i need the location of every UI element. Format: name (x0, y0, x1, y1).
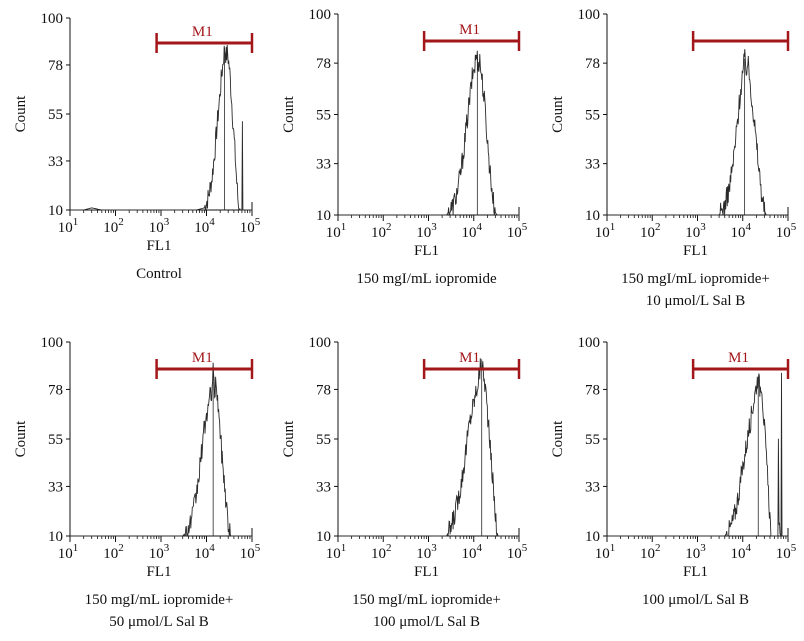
x-axis-label: FL1 (414, 564, 439, 580)
histogram-trace (338, 358, 519, 537)
y-tick-label: 10 (48, 529, 63, 545)
y-tick-label: 10 (316, 529, 331, 545)
x-tick-label: 103 (416, 221, 437, 241)
y-tick-label: 78 (48, 58, 63, 74)
y-tick-label: 100 (41, 335, 64, 351)
x-tick-label: 101 (58, 542, 79, 562)
x-tick-label: 102 (103, 542, 124, 562)
y-tick-label: 10 (316, 208, 331, 224)
x-tick-label: 101 (326, 542, 347, 562)
x-axis-label: FL1 (683, 564, 708, 580)
y-tick-label: 78 (48, 382, 63, 398)
x-tick-label: 104 (462, 542, 483, 562)
y-tick-label: 33 (48, 154, 63, 170)
x-tick-label: 101 (595, 542, 616, 562)
x-axis-label: FL1 (146, 238, 171, 254)
y-tick-label: 10 (48, 203, 63, 219)
x-tick-label: 105 (240, 542, 261, 562)
x-tick-label: 103 (685, 221, 706, 241)
histogram-panel: 10 33 55 78 100 101 102 103 104 105 FL1 Count 150 mg… (550, 7, 797, 309)
y-axis-label: Count (13, 95, 29, 133)
y-tick-label: 78 (316, 56, 331, 72)
x-axis-label: FL1 (414, 243, 439, 259)
y-tick-label: 10 (585, 529, 600, 545)
histogram-trace (70, 44, 252, 212)
x-tick-label: 102 (103, 216, 124, 236)
y-tick-label: 55 (585, 108, 600, 124)
x-tick-label: 104 (731, 221, 752, 241)
histogram-panel: 10 33 55 78 100 101 102 103 104 105 FL1 Count 100 μm… (550, 335, 797, 608)
y-tick-label: 33 (316, 157, 331, 173)
y-tick-label: 10 (585, 208, 600, 224)
y-tick-label: 100 (578, 7, 601, 23)
y-tick-label: 78 (316, 382, 331, 398)
x-tick-label: 101 (326, 221, 347, 241)
panel-caption: 150 mgI/mL iopromide+ (352, 592, 501, 608)
y-tick-label: 33 (316, 479, 331, 495)
y-tick-label: 33 (48, 479, 63, 495)
panel-caption: 100 μmol/L Sal B (642, 592, 749, 608)
x-tick-label: 104 (462, 221, 483, 241)
panel-caption: 100 μmol/L Sal B (373, 614, 480, 630)
x-tick-label: 104 (194, 216, 215, 236)
panel-caption: 150 mgI/mL iopromide+ (85, 592, 234, 608)
x-tick-label: 103 (149, 216, 170, 236)
panel-caption: 10 μmol/L Sal B (646, 293, 746, 309)
x-axis-label: FL1 (683, 243, 708, 259)
y-tick-label: 33 (585, 157, 600, 173)
panel-caption: 150 mgI/mL iopromide+ (621, 271, 770, 287)
y-tick-label: 33 (585, 479, 600, 495)
histogram-trace (607, 372, 788, 537)
y-tick-label: 100 (578, 335, 601, 351)
x-tick-label: 102 (371, 221, 392, 241)
x-tick-label: 104 (194, 542, 215, 562)
x-tick-label: 101 (595, 221, 616, 241)
x-tick-label: 105 (776, 221, 797, 241)
histogram-panel: 10 33 55 78 100 101 102 103 104 105 FL1 Count 150 mg… (13, 335, 261, 630)
x-tick-label: 102 (371, 542, 392, 562)
y-tick-label: 55 (48, 107, 63, 123)
y-tick-label: 78 (585, 382, 600, 398)
gate-label: M1 (728, 350, 749, 366)
histogram-trace (70, 362, 252, 537)
y-tick-label: 100 (309, 335, 332, 351)
x-tick-label: 103 (149, 542, 170, 562)
y-tick-label: 100 (41, 11, 64, 27)
panel-caption: 150 mgI/mL iopromide (356, 271, 497, 287)
histogram-panel: 10 33 55 78 100 101 102 103 104 105 FL1 Count Contro… (13, 11, 261, 282)
x-tick-label: 105 (507, 542, 528, 562)
panel-caption: Control (136, 266, 182, 282)
x-tick-label: 105 (507, 221, 528, 241)
histogram-trace (338, 50, 519, 216)
y-axis-label: Count (550, 420, 566, 458)
gate-label: M1 (192, 24, 213, 40)
x-axis-label: FL1 (146, 564, 171, 580)
gate-label: M1 (192, 350, 213, 366)
histogram-panel: 10 33 55 78 100 101 102 103 104 105 FL1 Count 150 mg… (281, 7, 528, 287)
histogram-trace (607, 49, 788, 216)
gate-label: M1 (459, 22, 480, 38)
x-tick-label: 104 (731, 542, 752, 562)
y-axis-label: Count (550, 95, 566, 133)
y-tick-label: 55 (316, 432, 331, 448)
y-tick-label: 55 (48, 432, 63, 448)
x-tick-label: 102 (640, 542, 661, 562)
x-tick-label: 103 (685, 542, 706, 562)
panel-caption: 50 μmol/L Sal B (109, 614, 209, 630)
x-tick-label: 102 (640, 221, 661, 241)
y-tick-label: 55 (316, 108, 331, 124)
x-tick-label: 105 (240, 216, 261, 236)
gate-label: M1 (459, 350, 480, 366)
y-tick-label: 100 (309, 7, 332, 23)
y-axis-label: Count (281, 95, 297, 133)
x-tick-label: 105 (776, 542, 797, 562)
x-tick-label: 101 (58, 216, 79, 236)
y-axis-label: Count (281, 420, 297, 458)
y-tick-label: 55 (585, 432, 600, 448)
x-tick-label: 103 (416, 542, 437, 562)
histogram-panel: 10 33 55 78 100 101 102 103 104 105 FL1 Count 150 mg… (281, 335, 528, 630)
y-axis-label: Count (13, 420, 29, 458)
y-tick-label: 78 (585, 56, 600, 72)
